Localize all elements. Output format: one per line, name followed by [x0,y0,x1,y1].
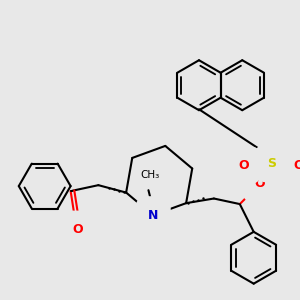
Text: CH₃: CH₃ [141,170,160,180]
Text: O: O [294,159,300,172]
Text: N: N [148,209,158,222]
Text: S: S [267,157,276,170]
Text: O: O [73,223,83,236]
Text: O: O [255,177,266,190]
Text: O: O [238,159,249,172]
